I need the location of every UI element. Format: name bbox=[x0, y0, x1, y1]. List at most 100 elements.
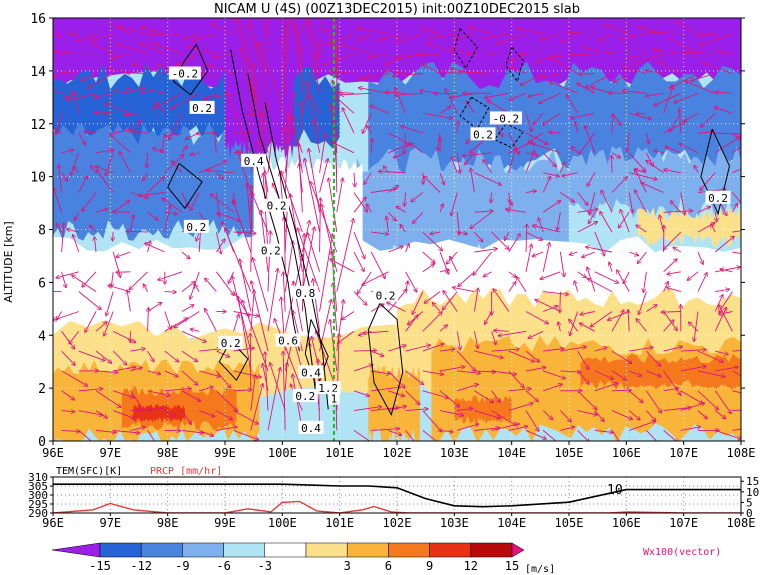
wind-vector bbox=[94, 44, 114, 55]
wind-vector bbox=[589, 192, 596, 215]
colorbar-tick-label: 6 bbox=[385, 559, 392, 573]
wind-vector bbox=[601, 190, 613, 213]
wind-vector bbox=[405, 370, 424, 384]
wind-vector bbox=[58, 33, 79, 36]
wind-vector bbox=[181, 146, 187, 154]
wind-vector bbox=[542, 243, 549, 272]
wind-vector bbox=[532, 144, 561, 154]
wind-vector bbox=[641, 183, 664, 193]
wind-vector bbox=[627, 132, 629, 152]
wind-vector bbox=[216, 350, 229, 357]
wind-vector bbox=[388, 246, 403, 253]
wind-vector bbox=[73, 235, 80, 253]
wind-vector bbox=[542, 410, 552, 420]
wind-vector bbox=[489, 53, 509, 54]
contour-labels: -0.20.20.40.20.20.20.8 0.20.60.41.20.2 10.… bbox=[168, 66, 731, 435]
wind-vector bbox=[611, 430, 620, 441]
precip-tick-label: 15 bbox=[746, 475, 759, 488]
wind-vector bbox=[715, 367, 738, 372]
wind-vector bbox=[714, 236, 734, 253]
wind-vector bbox=[628, 310, 629, 332]
wind-vector bbox=[580, 311, 595, 315]
wind-vector bbox=[330, 71, 355, 74]
wind-vector bbox=[59, 165, 63, 193]
wind-vector bbox=[525, 244, 532, 272]
wind-vector bbox=[422, 112, 453, 118]
wind-vector bbox=[674, 92, 699, 102]
colorbar-tick-label: -3 bbox=[258, 559, 272, 573]
wind-vector bbox=[342, 108, 355, 134]
wind-vector bbox=[663, 259, 677, 273]
surface-x-tick-label: 105E bbox=[555, 516, 584, 530]
wind-vector bbox=[300, 102, 303, 134]
contour-label: 0.2 bbox=[261, 245, 281, 258]
surface-x-tick-label: 104E bbox=[497, 516, 526, 530]
contour-label-bg bbox=[218, 336, 244, 350]
wind-vector bbox=[577, 350, 589, 369]
wind-vector bbox=[133, 131, 148, 133]
wind-vector bbox=[732, 132, 741, 143]
wind-vector bbox=[570, 252, 578, 255]
wind-vector bbox=[445, 89, 458, 114]
wind-vector bbox=[543, 112, 561, 124]
wind-vector bbox=[95, 410, 107, 418]
wind-vector bbox=[714, 295, 723, 312]
wind-vector bbox=[306, 82, 321, 114]
wind-vector bbox=[411, 192, 424, 202]
wind-vector bbox=[558, 322, 560, 332]
wind-vector bbox=[483, 160, 492, 173]
surface-x-tick-label: 102E bbox=[383, 516, 412, 530]
wind-vector bbox=[207, 65, 234, 74]
wind-vector bbox=[388, 211, 396, 220]
wind-vector bbox=[455, 33, 475, 39]
wind-vector bbox=[654, 151, 664, 153]
wind-vector bbox=[560, 347, 586, 352]
wind-vector bbox=[684, 112, 699, 121]
wind-vector bbox=[691, 73, 716, 81]
wind-vector bbox=[299, 164, 303, 193]
wind-vector bbox=[562, 172, 578, 177]
wind-vector bbox=[439, 390, 459, 407]
wind-vector bbox=[181, 410, 191, 425]
wind-vector bbox=[457, 384, 478, 392]
wind-vector bbox=[566, 95, 578, 114]
wind-vector bbox=[517, 277, 527, 292]
wind-vector bbox=[106, 291, 114, 316]
temp-line bbox=[53, 483, 741, 508]
wind-vector bbox=[425, 291, 441, 304]
wind-vector bbox=[439, 204, 443, 213]
wind-vector bbox=[127, 290, 131, 312]
wind-vector bbox=[697, 370, 725, 377]
wind-vector bbox=[732, 192, 741, 204]
wind-vector bbox=[579, 74, 595, 75]
wind-vector bbox=[611, 370, 626, 380]
wind-vector bbox=[342, 311, 355, 320]
contour-label-bg bbox=[470, 127, 496, 141]
wind-vector bbox=[628, 152, 645, 171]
x-tick-label: 108E bbox=[727, 446, 756, 460]
contour-label: 0.2 bbox=[186, 221, 206, 234]
y-axis-ticks: 0 2 4 6 8 10 12 14 16 bbox=[30, 12, 745, 450]
contour-label-bg bbox=[705, 190, 731, 204]
wind-vector bbox=[577, 271, 587, 278]
wind-vector bbox=[560, 410, 571, 422]
wind-vector bbox=[88, 73, 114, 88]
wind-vector bbox=[341, 45, 372, 55]
wind-vector bbox=[685, 81, 716, 94]
wind-vector bbox=[510, 67, 527, 74]
wind-vector bbox=[701, 112, 716, 127]
wind-vector bbox=[358, 33, 372, 40]
wind-vector bbox=[293, 116, 303, 173]
wind-vector bbox=[387, 302, 406, 312]
wind-vector bbox=[164, 350, 179, 362]
wind-vector bbox=[141, 27, 165, 35]
wind-vector bbox=[284, 18, 290, 74]
wind-vector bbox=[732, 409, 741, 412]
wind-vector bbox=[543, 291, 568, 295]
wind-vector bbox=[147, 370, 161, 374]
wind-vector bbox=[199, 370, 220, 377]
contour-label-bg bbox=[298, 420, 324, 434]
wind-vector bbox=[474, 371, 495, 372]
wind-vector bbox=[264, 18, 269, 54]
wind-vector bbox=[295, 18, 303, 74]
